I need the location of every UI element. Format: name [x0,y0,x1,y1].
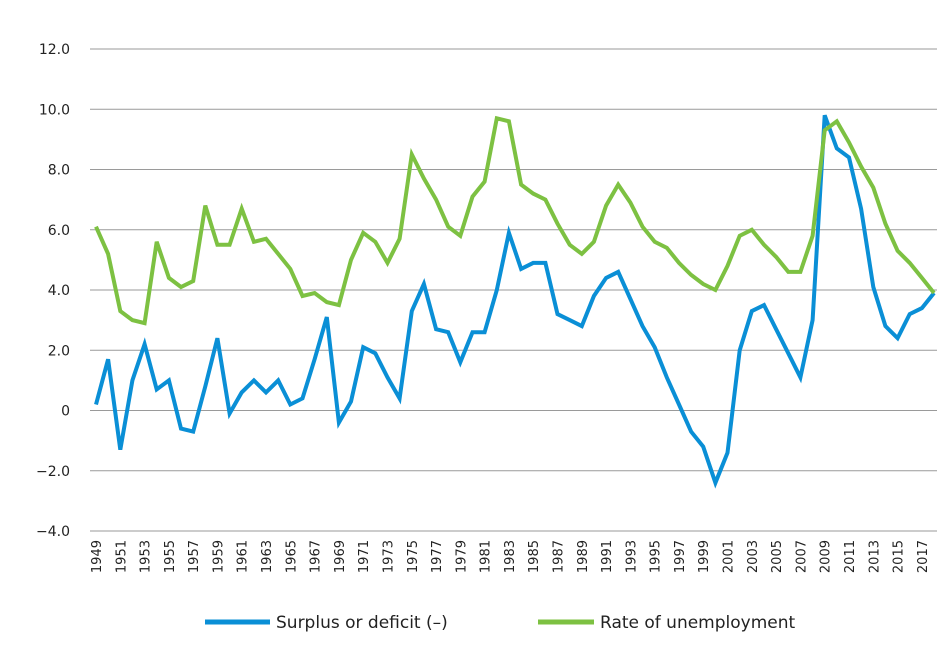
y-tick-label: 8.0 [48,163,70,179]
x-tick-label: 1987 [552,540,567,573]
y-tick-label: 0 [61,404,70,420]
series-line-unemployment [94,115,936,326]
x-tick-label: 1983 [503,540,518,573]
y-tick-label: 10.0 [39,102,70,118]
x-tick-label: 1999 [697,540,712,573]
x-tick-label: 1981 [479,540,494,573]
x-tick-label: 1965 [284,540,299,573]
x-tick-label: 1993 [624,540,639,573]
legend-label-unemployment: Rate of unemployment [600,613,796,633]
x-tick-label: 1949 [90,540,105,573]
x-tick-label: 1991 [600,540,615,573]
x-tick-label: 2007 [794,540,809,573]
x-tick-label: 2013 [867,540,882,573]
y-tick-label: 12.0 [39,42,70,58]
x-tick-label: 2003 [746,540,761,573]
series-line-surplus [94,114,936,489]
y-tick-label: 6.0 [48,223,70,239]
x-tick-label: 1985 [527,540,542,573]
x-tick-label: 2005 [770,540,785,573]
x-tick-label: 1975 [406,540,421,573]
x-tick-label: 1973 [381,540,396,573]
legend: Surplus or deficit (–) Rate of unemploym… [205,613,796,633]
x-tick-label: 1963 [260,540,275,573]
x-tick-label: 2011 [843,540,858,573]
x-tick-label: 1989 [576,540,591,573]
x-tick-label: 1979 [454,540,469,573]
y-tick-label: −4.0 [36,524,70,540]
x-tick-label: 1953 [139,540,154,573]
x-tick-label: 1957 [187,540,202,573]
x-tick-label: 1997 [673,540,688,573]
legend-label-surplus: Surplus or deficit (–) [276,613,448,633]
y-tick-label: −2.0 [36,464,70,480]
x-tick-label: 1951 [114,540,129,573]
x-tick-label: 1967 [309,540,324,573]
x-tick-label: 2009 [819,540,834,573]
x-tick-label: 2015 [892,540,907,573]
x-tick-label: 1971 [357,540,372,573]
x-tick-label: 1961 [236,540,251,573]
x-tick-label: 2017 [916,540,931,573]
x-tick-label: 1977 [430,540,445,573]
y-tick-label: 4.0 [48,283,70,299]
x-tick-label: 1995 [649,540,664,573]
x-tick-label: 2001 [722,540,737,573]
x-tick-label: 1969 [333,540,348,573]
x-tick-label: 1959 [211,540,226,573]
y-tick-label: 2.0 [48,343,70,359]
x-tick-label: 1955 [163,540,178,573]
